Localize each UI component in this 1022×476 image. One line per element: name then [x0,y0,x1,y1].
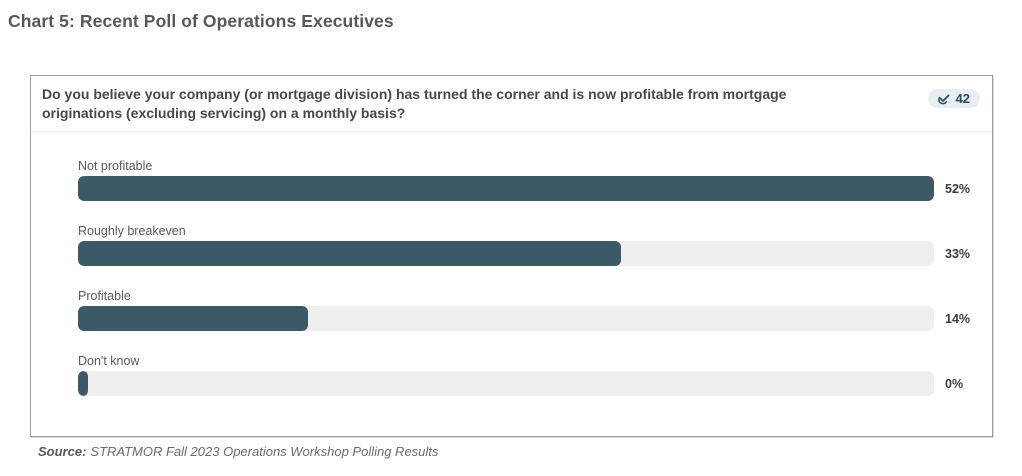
bar-row: Profitable 14% [78,289,992,331]
bar-fill [78,306,309,331]
poll-panel: Do you believe your company (or mortgage… [30,75,993,437]
bar-fill [78,176,934,201]
bar-fill [78,241,622,266]
bar-row: Don't know 0% [78,354,992,396]
bar-track [78,241,934,266]
bar-track [78,176,934,201]
bar-track [78,306,934,331]
bar-value-label: 52% [945,181,971,196]
source-text: STRATMOR Fall 2023 Operations Workshop P… [90,444,439,459]
bar-category-label: Don't know [78,354,140,368]
source-line: Source: STRATMOR Fall 2023 Operations Wor… [38,444,438,459]
panel-header: Do you believe your company (or mortgage… [31,76,992,132]
bar-category-label: Roughly breakeven [78,224,186,238]
bar-row: Roughly breakeven 33% [78,224,992,266]
respondents-badge: 42 [927,89,980,108]
bar-row: Not profitable 52% [78,159,992,201]
vote-check-icon [936,91,952,106]
bar-value-label: 0% [945,376,964,391]
bar-category-label: Not profitable [78,159,153,173]
bar-chart: Not profitable 52% Roughly breakeven 33% Pro… [31,132,992,396]
poll-question: Do you believe your company (or mortgage… [42,86,787,122]
bar-value-label: 33% [945,246,971,261]
bar-value-label: 14% [945,311,971,326]
page-title: Chart 5: Recent Poll of Operations Execu… [8,11,394,31]
bar-category-label: Profitable [78,289,131,303]
respondents-count: 42 [955,91,970,106]
bar-fill [78,371,88,396]
source-label: Source: [38,444,87,459]
bar-track [78,371,934,396]
